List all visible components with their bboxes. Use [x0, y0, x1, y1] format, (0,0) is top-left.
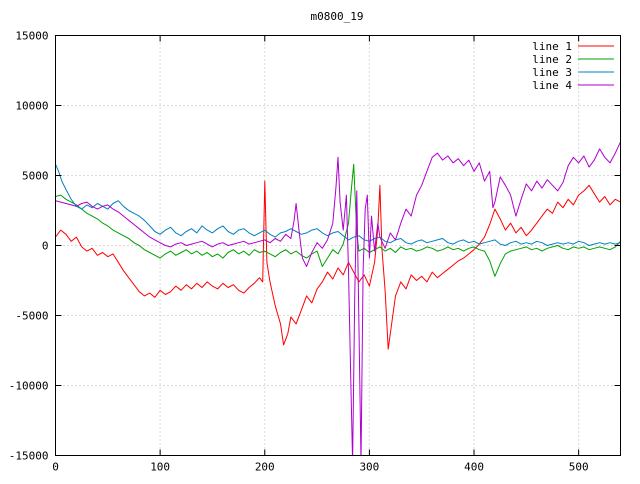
series-line-2 [55, 163, 621, 277]
y-tick-label: 10000 [15, 100, 48, 113]
y-tick-label: 15000 [15, 30, 48, 43]
chart-title: m0800_19 [311, 10, 364, 23]
y-tick-label: -15000 [9, 450, 49, 463]
legend-entry: line 1 [532, 40, 614, 53]
series-line-3 [55, 164, 621, 246]
x-tick-label: 300 [359, 461, 379, 474]
legend-label: line 4 [532, 79, 572, 92]
legend-entry: line 2 [532, 53, 614, 66]
y-tick-label: -5000 [15, 310, 48, 323]
legend-label: line 3 [532, 66, 572, 79]
data-series [55, 141, 621, 456]
legend-label: line 2 [532, 53, 572, 66]
series-line-1 [55, 180, 621, 350]
x-tick-label: 0 [52, 461, 59, 474]
axes-border-and-ticks [55, 35, 621, 456]
tick-labels: 0 100 200 300 400 500 -15000 -10000 -5000 0 5000 10… [9, 30, 589, 474]
x-tick-label: 200 [255, 461, 275, 474]
series-line-4 [55, 141, 621, 456]
x-tick-label: 500 [569, 461, 589, 474]
y-tick-label: -10000 [9, 380, 49, 393]
x-tick-label: 100 [150, 461, 170, 474]
y-tick-label: 0 [42, 240, 49, 253]
legend-entry: line 3 [532, 66, 614, 79]
legend-label: line 1 [532, 40, 572, 53]
gridlines [55, 35, 621, 456]
legend-entry: line 4 [532, 79, 614, 92]
x-tick-label: 400 [464, 461, 484, 474]
y-tick-label: 5000 [22, 170, 49, 183]
